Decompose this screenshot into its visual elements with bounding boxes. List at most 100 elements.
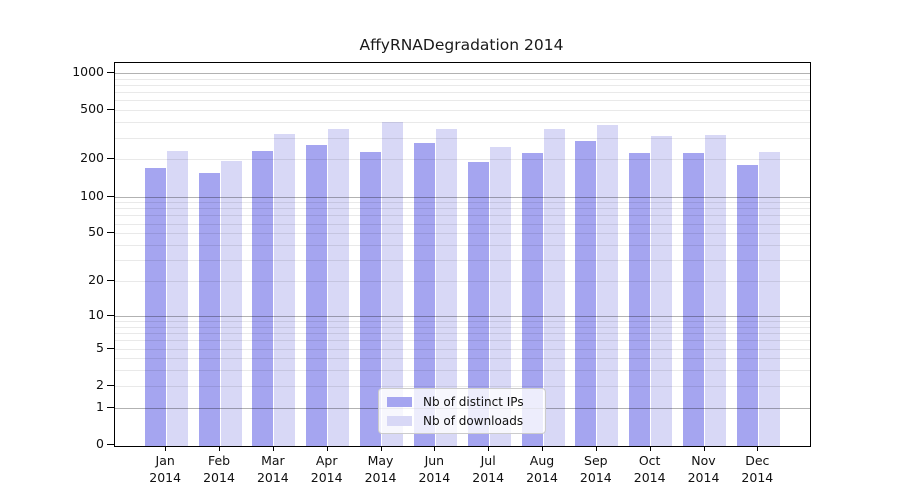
bar-distinct-ips-jul bbox=[467, 162, 489, 446]
bar-distinct-ips-oct bbox=[629, 153, 651, 446]
x-tick-year: 2014 bbox=[256, 470, 289, 485]
plot-area: Nb of distinct IPs Nb of downloads bbox=[114, 62, 811, 447]
x-tick-mark bbox=[219, 446, 221, 451]
bar-distinct-ips-mar bbox=[252, 150, 274, 446]
x-tick-year: 2014 bbox=[579, 470, 612, 485]
x-tick-label: Aug 2014 bbox=[512, 452, 572, 486]
bar-downloads-jun bbox=[435, 128, 457, 446]
y-tick-label: 0 bbox=[96, 436, 104, 451]
bar-downloads-jan bbox=[166, 150, 188, 446]
bar-downloads-may bbox=[382, 122, 404, 446]
bar-distinct-ips-jan bbox=[144, 168, 166, 446]
y-tick-label: 200 bbox=[80, 150, 104, 166]
bar-distinct-ips-aug bbox=[521, 153, 543, 446]
y-tick-mark bbox=[107, 280, 114, 282]
x-tick-label: Oct 2014 bbox=[620, 452, 680, 486]
x-tick-month: Jul bbox=[480, 453, 496, 468]
legend-swatch-downloads-icon bbox=[387, 415, 412, 426]
bar-downloads-aug bbox=[543, 129, 565, 446]
x-tick-year: 2014 bbox=[633, 470, 666, 485]
bar-distinct-ips-dec bbox=[736, 165, 758, 446]
x-tick-label: May 2014 bbox=[351, 452, 411, 486]
x-tick-mark bbox=[595, 446, 597, 451]
bar-downloads-feb bbox=[220, 160, 242, 446]
x-tick-year: 2014 bbox=[149, 470, 182, 485]
x-tick-mark bbox=[649, 446, 651, 451]
x-tick-year: 2014 bbox=[418, 470, 451, 485]
bar-distinct-ips-jun bbox=[413, 143, 435, 446]
bar-distinct-ips-nov bbox=[683, 153, 704, 446]
x-tick-mark bbox=[326, 446, 328, 451]
y-tick-mark bbox=[107, 384, 114, 386]
x-tick-year: 2014 bbox=[203, 470, 235, 485]
legend-swatch-distinct-ips-icon bbox=[387, 396, 412, 407]
x-tick-month: Jun bbox=[424, 453, 445, 468]
bar-downloads-mar bbox=[274, 134, 296, 446]
legend-item-downloads: Nb of downloads bbox=[387, 414, 545, 428]
y-tick-mark bbox=[107, 158, 114, 160]
x-tick-mark bbox=[757, 446, 759, 451]
chart-title: AffyRNADegradation 2014 bbox=[359, 36, 564, 54]
x-tick-month: Mar bbox=[261, 453, 285, 468]
x-tick-year: 2014 bbox=[310, 470, 343, 485]
x-tick-month: Apr bbox=[315, 453, 338, 468]
x-tick-month: Nov bbox=[691, 453, 716, 468]
y-tick-label: 5 bbox=[96, 339, 104, 355]
x-tick-label: Mar 2014 bbox=[243, 452, 303, 486]
y-tick-mark bbox=[107, 314, 114, 316]
x-tick-year: 2014 bbox=[364, 470, 397, 485]
y-tick-mark bbox=[107, 109, 114, 111]
y-tick-label: 2 bbox=[96, 376, 104, 392]
bar-downloads-nov bbox=[705, 135, 726, 446]
x-tick-label: Apr 2014 bbox=[297, 452, 357, 486]
y-tick-label: 20 bbox=[88, 272, 104, 288]
y-tick-label: 1000 bbox=[72, 64, 104, 79]
x-tick-mark bbox=[703, 446, 705, 451]
bar-downloads-apr bbox=[328, 129, 350, 446]
x-tick-label: Feb 2014 bbox=[189, 452, 249, 486]
bar-downloads-sep bbox=[597, 125, 619, 446]
x-tick-label: Dec 2014 bbox=[727, 452, 787, 486]
x-tick-month: Aug bbox=[529, 453, 555, 468]
x-tick-label: Nov 2014 bbox=[674, 452, 734, 486]
bar-downloads-dec bbox=[758, 151, 780, 446]
bar-downloads-jul bbox=[489, 147, 511, 446]
x-tick-label: Jul 2014 bbox=[458, 452, 518, 486]
legend-label-downloads: Nb of downloads bbox=[423, 413, 524, 428]
x-tick-label: Sep 2014 bbox=[566, 452, 626, 486]
x-tick-year: 2014 bbox=[741, 470, 774, 485]
y-tick-mark bbox=[107, 195, 114, 197]
x-tick-month: Oct bbox=[638, 453, 661, 468]
y-tick-label: 50 bbox=[88, 224, 104, 240]
bar-distinct-ips-may bbox=[360, 151, 382, 446]
x-tick-label: Jun 2014 bbox=[404, 452, 464, 486]
legend-label-distinct-ips: Nb of distinct IPs bbox=[423, 394, 524, 409]
x-tick-year: 2014 bbox=[526, 470, 558, 485]
y-tick-label: 100 bbox=[80, 187, 104, 203]
legend-item-distinct-ips: Nb of distinct IPs bbox=[387, 395, 545, 409]
y-tick-mark bbox=[107, 347, 114, 349]
x-tick-mark bbox=[165, 446, 167, 451]
bar-distinct-ips-sep bbox=[575, 141, 597, 446]
legend: Nb of distinct IPs Nb of downloads bbox=[378, 388, 546, 434]
y-tick-label: 10 bbox=[88, 306, 104, 322]
bars-layer bbox=[115, 63, 810, 446]
y-tick-mark bbox=[107, 406, 114, 408]
bar-distinct-ips-apr bbox=[306, 145, 328, 446]
x-tick-month: Jan bbox=[155, 453, 175, 468]
bar-distinct-ips-feb bbox=[198, 173, 220, 446]
y-tick-mark bbox=[107, 444, 114, 445]
x-tick-mark bbox=[488, 446, 490, 451]
x-tick-mark bbox=[272, 446, 274, 451]
bar-downloads-oct bbox=[651, 135, 673, 446]
y-tick-label: 1 bbox=[96, 398, 104, 414]
x-tick-month: Dec bbox=[745, 453, 770, 468]
x-tick-year: 2014 bbox=[472, 470, 505, 485]
x-tick-month: May bbox=[367, 453, 394, 468]
y-tick-label: 500 bbox=[80, 101, 104, 117]
x-tick-month: Feb bbox=[207, 453, 231, 468]
x-tick-mark bbox=[542, 446, 543, 451]
x-tick-mark bbox=[434, 446, 436, 451]
x-tick-year: 2014 bbox=[687, 470, 720, 485]
